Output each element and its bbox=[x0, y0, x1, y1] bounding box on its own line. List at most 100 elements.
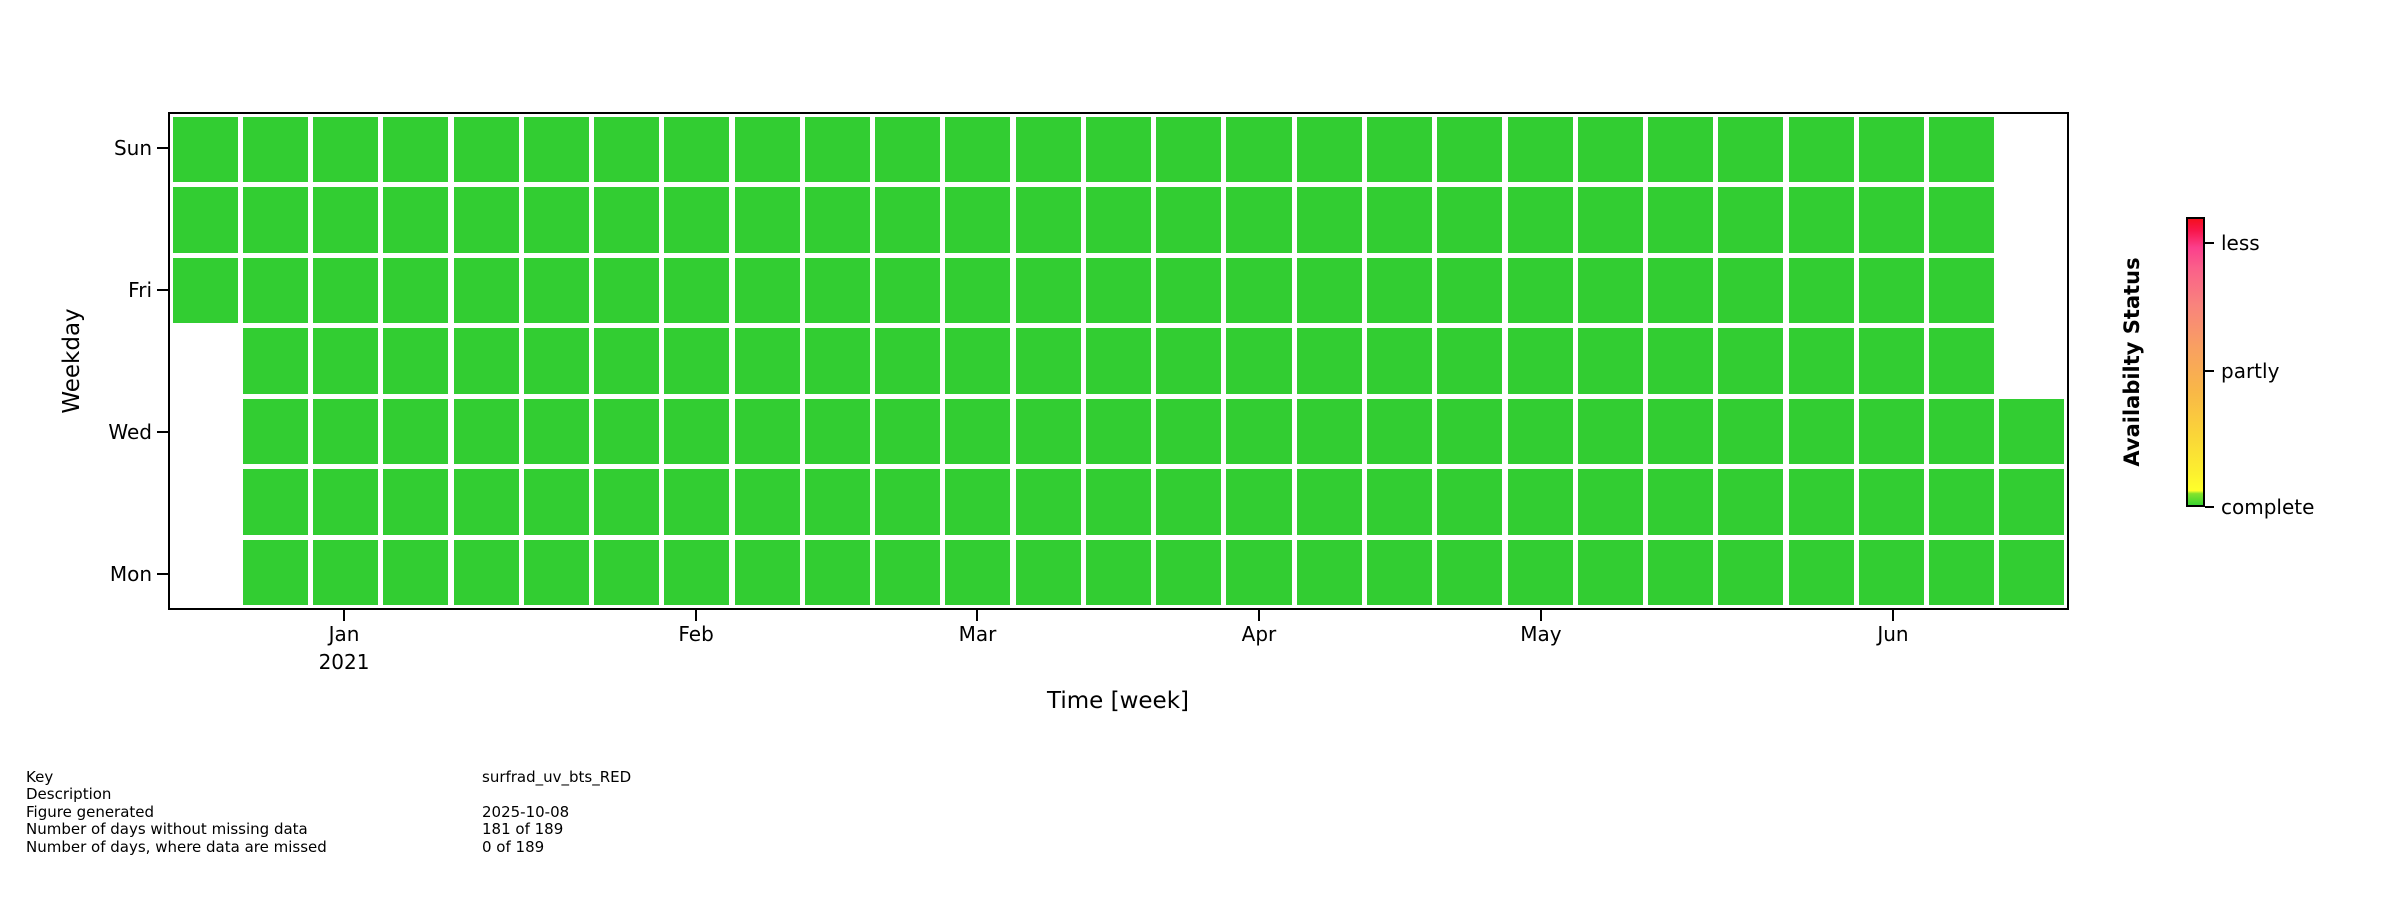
heatmap-cell bbox=[1015, 187, 1081, 253]
y-tick-mark bbox=[157, 146, 168, 149]
heatmap-cell bbox=[804, 328, 870, 394]
heatmap-cell bbox=[1156, 257, 1222, 324]
x-tick-label: Jun bbox=[1877, 622, 1909, 646]
heatmap-cell bbox=[594, 398, 660, 465]
heatmap-cell bbox=[1929, 116, 1995, 182]
y-axis-label: Weekday bbox=[59, 308, 85, 414]
meta-label: Figure generated bbox=[26, 802, 155, 821]
heatmap-cell bbox=[523, 187, 589, 253]
heatmap-cell bbox=[313, 540, 379, 606]
heatmap-cell bbox=[172, 187, 238, 253]
heatmap-cell bbox=[1296, 257, 1362, 324]
heatmap-cell bbox=[1437, 187, 1503, 253]
heatmap-cell bbox=[1437, 469, 1503, 535]
heatmap-cell bbox=[1226, 469, 1292, 535]
heatmap-cell bbox=[664, 540, 730, 606]
meta-value: 0 of 189 bbox=[482, 837, 545, 856]
heatmap-cell bbox=[875, 469, 941, 535]
meta-label: Number of days without missing data bbox=[26, 820, 308, 839]
heatmap-cell bbox=[1367, 187, 1433, 253]
heatmap-cell bbox=[1718, 257, 1784, 324]
heatmap-cell bbox=[1718, 540, 1784, 606]
heatmap-cell bbox=[875, 328, 941, 394]
heatmap-cell bbox=[242, 540, 308, 606]
heatmap-cell bbox=[1085, 328, 1152, 394]
heatmap-cell bbox=[1648, 328, 1714, 394]
heatmap-cell bbox=[1507, 398, 1573, 465]
heatmap-cell bbox=[383, 257, 449, 324]
colorbar-tick-label: partly bbox=[2221, 358, 2280, 383]
heatmap-cell bbox=[1367, 398, 1433, 465]
heatmap-cell bbox=[1367, 328, 1433, 394]
heatmap-cell bbox=[945, 116, 1011, 182]
x-tick-mark bbox=[976, 610, 979, 621]
heatmap-cell bbox=[945, 398, 1011, 465]
heatmap-cell bbox=[523, 469, 589, 535]
heatmap-cell bbox=[1858, 187, 1924, 253]
heatmap-cell bbox=[1156, 187, 1222, 253]
heatmap-cell bbox=[1085, 469, 1152, 535]
heatmap-cell bbox=[1577, 398, 1643, 465]
colorbar-tick-label: less bbox=[2221, 231, 2260, 256]
heatmap-cell bbox=[1788, 116, 1854, 182]
colorbar bbox=[2186, 217, 2205, 507]
y-tick-label: Fri bbox=[128, 277, 152, 302]
heatmap-cell bbox=[1577, 328, 1643, 394]
heatmap-cell bbox=[1156, 398, 1222, 465]
heatmap-cells bbox=[170, 114, 2067, 608]
heatmap-cell bbox=[734, 469, 800, 535]
heatmap-cell bbox=[945, 540, 1011, 606]
heatmap-cell bbox=[1015, 469, 1081, 535]
heatmap-cell bbox=[383, 116, 449, 182]
heatmap-cell bbox=[1085, 116, 1152, 182]
heatmap-cell bbox=[1858, 257, 1924, 324]
heatmap-cell bbox=[1858, 116, 1924, 182]
heatmap-cell bbox=[1788, 469, 1854, 535]
heatmap-cell bbox=[875, 398, 941, 465]
heatmap-cell bbox=[664, 187, 730, 253]
y-tick-mark bbox=[157, 431, 168, 434]
heatmap-cell bbox=[1577, 187, 1643, 253]
heatmap-cell bbox=[172, 116, 238, 182]
heatmap-cell bbox=[383, 398, 449, 465]
meta-value: surfrad_uv_bts_RED bbox=[482, 768, 632, 786]
heatmap-cell bbox=[1437, 257, 1503, 324]
heatmap-cell bbox=[1296, 187, 1362, 253]
heatmap-cell bbox=[172, 257, 238, 324]
heatmap-cell bbox=[664, 257, 730, 324]
heatmap-cell bbox=[1507, 469, 1573, 535]
heatmap-cell bbox=[875, 540, 941, 606]
heatmap-cell bbox=[242, 187, 308, 253]
meta-label: Key bbox=[26, 768, 54, 786]
heatmap-cell bbox=[594, 187, 660, 253]
heatmap-cell bbox=[734, 398, 800, 465]
heatmap-cell bbox=[383, 540, 449, 606]
meta-value: 181 of 189 bbox=[482, 820, 564, 839]
heatmap-cell bbox=[1718, 469, 1784, 535]
x-tick-label: Apr bbox=[1241, 622, 1277, 646]
x-tick-year-label: 2021 bbox=[318, 650, 370, 674]
heatmap-cell bbox=[734, 187, 800, 253]
meta-label: Number of days, where data are missed bbox=[26, 837, 327, 856]
heatmap-cell bbox=[1507, 187, 1573, 253]
heatmap-cell bbox=[453, 540, 519, 606]
heatmap-cell bbox=[1015, 116, 1081, 182]
heatmap-cell bbox=[1367, 116, 1433, 182]
heatmap-cell bbox=[664, 328, 730, 394]
heatmap-cell bbox=[664, 116, 730, 182]
heatmap-cell bbox=[313, 116, 379, 182]
heatmap-cell bbox=[1015, 398, 1081, 465]
heatmap-cell bbox=[1296, 116, 1362, 182]
colorbar-tick-mark bbox=[2205, 369, 2214, 372]
heatmap-cell bbox=[1999, 540, 2065, 606]
meta-label: Description bbox=[26, 785, 112, 804]
heatmap-cell bbox=[1858, 469, 1924, 535]
heatmap-cell bbox=[1929, 257, 1995, 324]
heatmap-cell bbox=[1156, 540, 1222, 606]
heatmap-cell bbox=[1858, 540, 1924, 606]
heatmap-cell bbox=[1085, 257, 1152, 324]
heatmap-cell bbox=[594, 116, 660, 182]
heatmap-cell bbox=[523, 257, 589, 324]
heatmap-cell bbox=[1437, 540, 1503, 606]
heatmap-cell bbox=[242, 257, 308, 324]
